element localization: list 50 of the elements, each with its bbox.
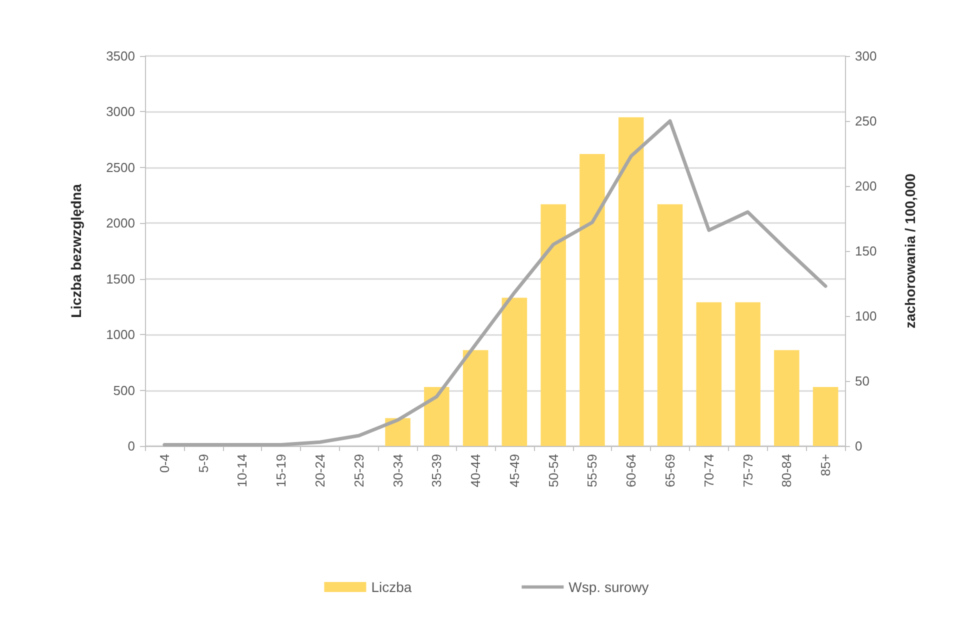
x-tick-label: 45-49: [506, 454, 522, 488]
bar: [618, 117, 644, 446]
bar: [385, 418, 410, 446]
x-tick-label: 15-19: [274, 454, 289, 488]
bar: [657, 204, 683, 446]
x-tick-label: 80-84: [779, 454, 794, 488]
y-tick-label: 500: [113, 382, 135, 398]
bar: [812, 386, 838, 446]
y-tick-label: 1500: [106, 271, 135, 286]
x-tick-label: 10-14: [234, 454, 250, 488]
x-tick-label: 25-29: [351, 454, 366, 488]
bar: [502, 298, 528, 446]
y-tick-label: 2500: [106, 160, 135, 175]
y2-tick-label: 300: [855, 48, 877, 64]
y-axis-title: Liczba bezwzględna: [68, 184, 84, 318]
y-tick-label: 2000: [106, 216, 135, 231]
y2-tick-label: 100: [855, 308, 877, 324]
x-tick-label: 20-24: [312, 454, 328, 488]
x-tick-label: 65-69: [662, 454, 678, 488]
x-tick-label: 55-59: [584, 454, 600, 488]
x-tick-label: 60-64: [624, 454, 639, 488]
x-tick-label: 35-39: [429, 454, 444, 488]
bar: [774, 350, 800, 446]
line-series: [162, 119, 828, 446]
x-tick-label: 30-34: [390, 454, 406, 488]
bar: [540, 204, 566, 446]
bar: [696, 302, 722, 446]
y2-tick-label: 150: [855, 244, 877, 258]
bar: [735, 302, 760, 446]
legend-label: Liczba: [371, 579, 412, 595]
y2-tick-label: 50: [855, 374, 870, 388]
x-tick-label: 85+: [818, 454, 834, 476]
bar: [462, 350, 488, 446]
y2-tick-label: 250: [855, 114, 877, 128]
x-tick-label: 70-74: [701, 454, 716, 488]
y-tick-label: 1000: [106, 327, 135, 342]
x-tick-label: 50-54: [546, 454, 561, 488]
x-tick-label: 75-79: [740, 454, 756, 488]
x-tick-label: 5-9: [196, 454, 211, 473]
y-tick-label: 3000: [106, 104, 135, 120]
legend-label: Wsp. surowy: [568, 579, 649, 595]
bar: [424, 386, 450, 446]
y2-tick-label: 0: [855, 438, 862, 454]
y-tick-label: 3500: [106, 48, 135, 64]
bar: [580, 154, 605, 446]
y-tick-label: 0: [128, 438, 135, 454]
x-tick-label: 0-4: [156, 454, 172, 473]
x-tick-label: 40-44: [468, 454, 484, 488]
y2-tick-label: 200: [855, 178, 877, 194]
y2-axis-title: zachorowania / 100,000: [902, 173, 918, 328]
